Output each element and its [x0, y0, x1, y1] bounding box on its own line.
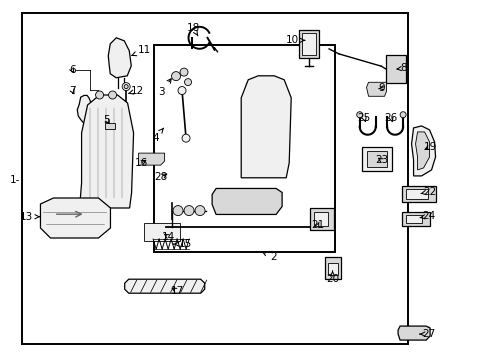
- Circle shape: [108, 91, 116, 99]
- Polygon shape: [415, 132, 428, 170]
- Text: 14: 14: [162, 232, 175, 242]
- Bar: [366, 151, 386, 167]
- Circle shape: [122, 82, 130, 91]
- Text: 11: 11: [132, 45, 151, 56]
- Text: 26: 26: [384, 113, 397, 123]
- Circle shape: [178, 86, 185, 95]
- Bar: [154, 45, 334, 252]
- Bar: [386, 55, 405, 83]
- Text: 3: 3: [158, 79, 171, 97]
- Text: 2: 2: [262, 252, 277, 262]
- Text: 6: 6: [69, 65, 76, 75]
- Circle shape: [356, 112, 362, 118]
- Text: 20: 20: [325, 271, 338, 284]
- Bar: [405, 189, 427, 199]
- Text: 12: 12: [128, 86, 144, 96]
- Polygon shape: [138, 153, 164, 165]
- Polygon shape: [411, 126, 435, 176]
- Circle shape: [183, 206, 194, 216]
- Circle shape: [124, 85, 128, 89]
- Bar: [405, 215, 421, 222]
- Circle shape: [173, 206, 183, 216]
- Circle shape: [95, 91, 103, 99]
- Text: 7: 7: [69, 86, 76, 96]
- Text: 1-: 1-: [9, 175, 20, 185]
- Bar: [302, 33, 315, 55]
- Bar: [401, 186, 435, 202]
- Circle shape: [184, 78, 191, 86]
- Bar: [324, 257, 340, 279]
- Polygon shape: [108, 38, 131, 78]
- Circle shape: [171, 72, 180, 81]
- Text: 9: 9: [377, 83, 384, 93]
- Circle shape: [399, 112, 405, 118]
- Text: 15: 15: [173, 239, 192, 249]
- Polygon shape: [124, 279, 204, 293]
- Text: 18: 18: [186, 23, 200, 36]
- Bar: [361, 147, 391, 171]
- Text: 21: 21: [310, 220, 324, 230]
- Bar: [309, 208, 333, 230]
- Bar: [327, 263, 337, 275]
- Polygon shape: [212, 189, 282, 215]
- Bar: [299, 30, 318, 58]
- Text: 25: 25: [357, 113, 370, 123]
- Polygon shape: [366, 82, 386, 96]
- Polygon shape: [80, 95, 133, 208]
- Text: 16: 16: [135, 158, 148, 168]
- Circle shape: [180, 68, 188, 76]
- Text: 4: 4: [152, 128, 163, 143]
- Text: 22: 22: [420, 186, 436, 197]
- Text: 27: 27: [419, 329, 435, 339]
- Text: 28: 28: [154, 172, 168, 182]
- Bar: [144, 223, 180, 241]
- Text: 17: 17: [170, 286, 183, 296]
- Circle shape: [182, 134, 190, 142]
- Bar: [105, 123, 115, 129]
- Text: 8: 8: [396, 63, 406, 73]
- Bar: [401, 212, 429, 225]
- Polygon shape: [41, 198, 110, 238]
- Polygon shape: [397, 326, 429, 340]
- Circle shape: [195, 206, 204, 216]
- Bar: [313, 212, 327, 226]
- Polygon shape: [241, 76, 291, 178]
- Text: 10: 10: [285, 35, 304, 45]
- Text: 23: 23: [374, 155, 387, 165]
- Text: 24: 24: [419, 211, 435, 221]
- Text: 5: 5: [103, 114, 110, 125]
- Text: 13: 13: [20, 212, 40, 222]
- Polygon shape: [77, 95, 94, 123]
- Text: 19: 19: [423, 142, 436, 152]
- Bar: [22, 13, 407, 344]
